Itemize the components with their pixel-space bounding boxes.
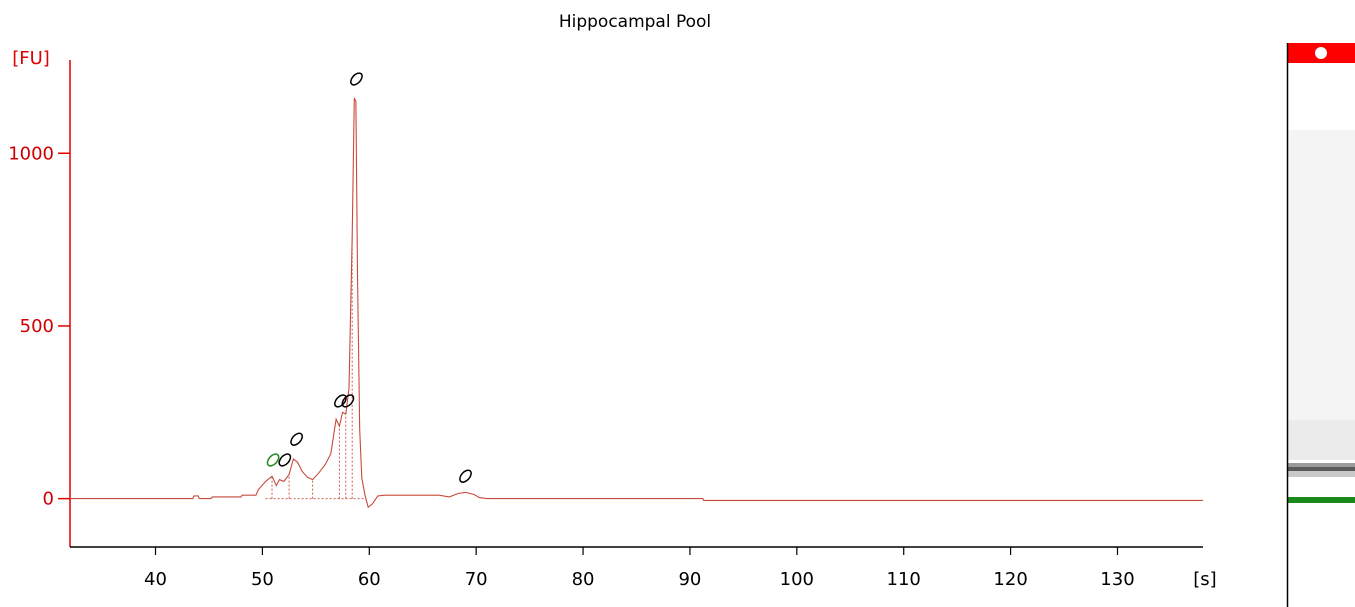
peak-annotation-marker	[350, 72, 363, 86]
gel-lane-smear-dark	[1288, 420, 1355, 460]
gel-lane-marker-dot	[1315, 47, 1327, 59]
gel-band-green	[1288, 497, 1355, 503]
gel-lane-smear	[1288, 130, 1355, 460]
y-ticks: 0 500 1000	[8, 143, 70, 510]
chart-title: Hippocampal Pool	[559, 12, 711, 32]
y-axis-label: [FU]	[12, 48, 50, 69]
x-tick-label: 120	[993, 569, 1027, 590]
x-axis-label: [s]	[1193, 569, 1216, 590]
peak-annotations	[266, 72, 472, 483]
x-tick-label: 60	[358, 569, 381, 590]
x-tick-label: 70	[465, 569, 488, 590]
y-tick-label: 0	[43, 489, 54, 510]
gel-lane-image	[1286, 43, 1355, 607]
gel-band-gray-upper	[1288, 463, 1355, 467]
peak-annotation-marker	[341, 394, 355, 408]
y-tick-label: 1000	[8, 143, 54, 164]
y-tick-label: 500	[20, 316, 54, 337]
peak-annotation-marker	[334, 394, 347, 408]
peak-annotation-marker	[290, 432, 303, 446]
peak-annotation-marker	[459, 469, 472, 483]
x-tick-label: 130	[1100, 569, 1134, 590]
gel-band-gray-main	[1288, 467, 1355, 471]
x-tick-label: 90	[678, 569, 701, 590]
x-tick-label: 110	[887, 569, 921, 590]
peak-annotation-marker	[278, 453, 292, 467]
x-tick-label: 40	[144, 569, 167, 590]
x-ticks: 40 50 60 70 80 90 100 110 120 130	[144, 547, 1135, 590]
signal-trace	[70, 97, 1203, 509]
x-tick-label: 50	[251, 569, 274, 590]
peak-annotation-marker	[266, 453, 280, 467]
gel-band-gray-lower	[1288, 471, 1355, 477]
peak-marker-lines	[265, 236, 366, 500]
x-tick-label: 80	[572, 569, 595, 590]
x-tick-label: 100	[780, 569, 814, 590]
